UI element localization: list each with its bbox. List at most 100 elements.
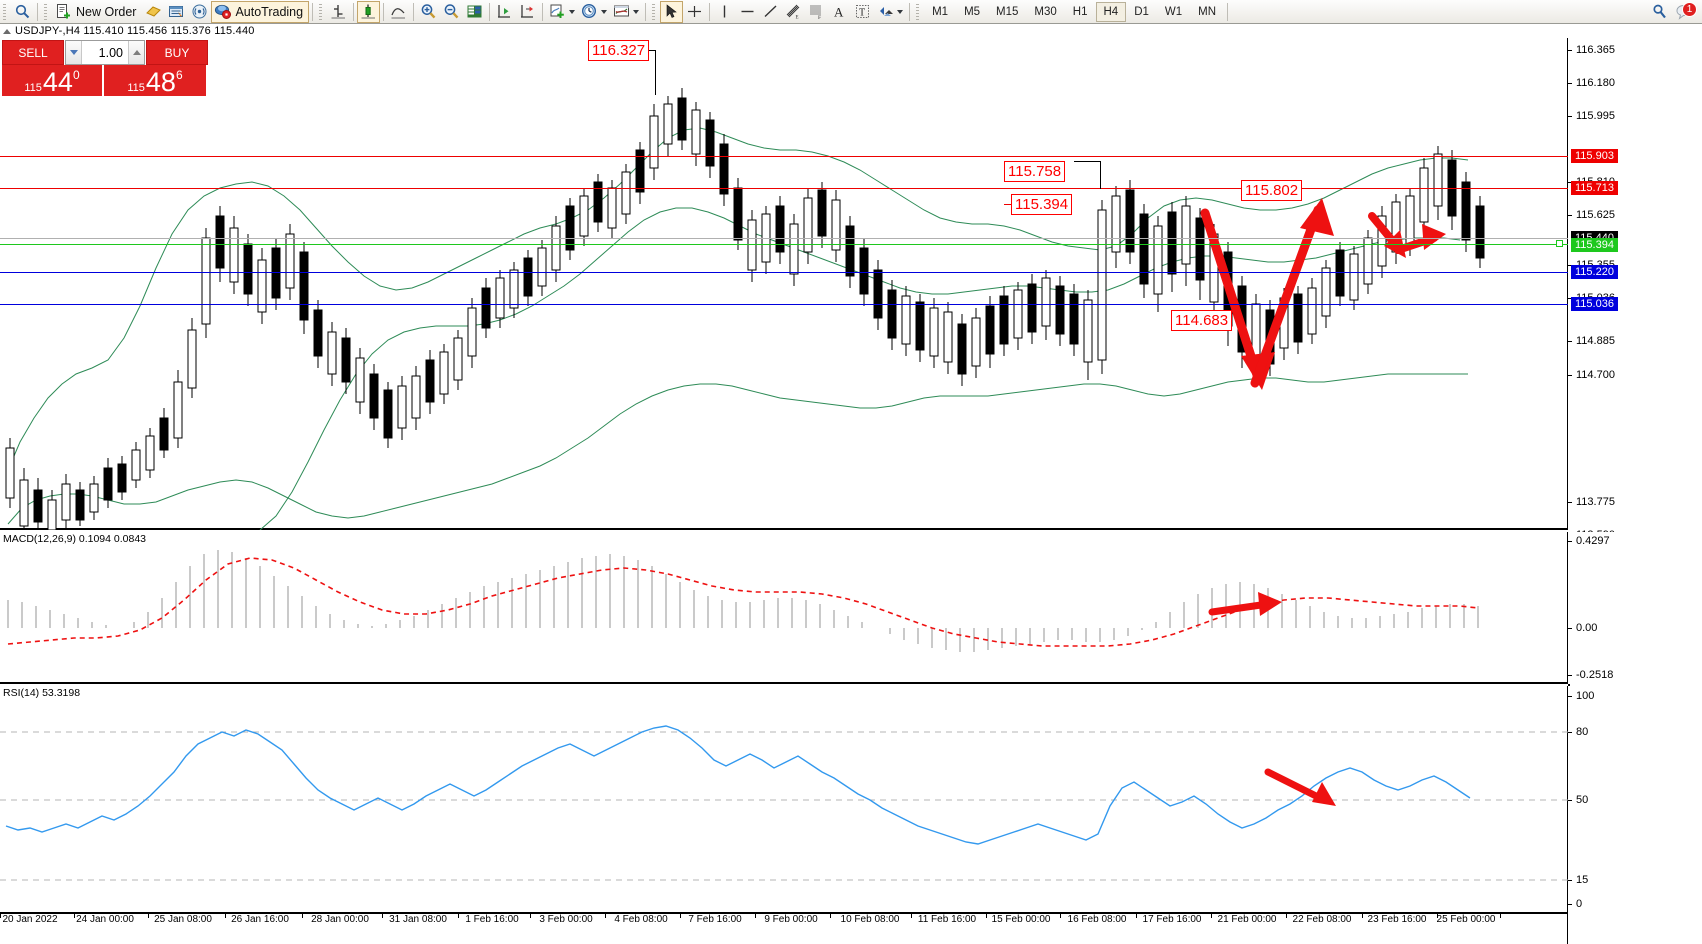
level-line-115036	[0, 304, 1568, 305]
rsi-line	[5, 725, 1471, 845]
toolbar-grip-3[interactable]	[318, 2, 326, 21]
timeframe-m5[interactable]: M5	[964, 5, 981, 18]
rsi-pane[interactable]: RSI(14) 53.3198	[0, 686, 1568, 914]
price-tick: 116.365	[1568, 44, 1615, 56]
main-toolbar: New Order AutoTrading	[0, 0, 1702, 24]
text-box-icon[interactable]: T	[851, 1, 874, 23]
timeframe-d1[interactable]: D1	[1134, 5, 1149, 18]
rsi-tick-80: 80	[1568, 726, 1588, 738]
timeframe-w1[interactable]: W1	[1164, 5, 1183, 18]
price-marker-handle[interactable]	[1556, 240, 1563, 247]
trendline-icon[interactable]	[759, 1, 782, 23]
macd-canvas[interactable]	[0, 532, 1568, 684]
period-clock-icon[interactable]	[578, 1, 610, 23]
date-tick: 28 Jan 00:00	[311, 914, 369, 925]
expert-advisors-icon[interactable]	[142, 1, 165, 23]
one-click-trading-panel[interactable]: SELL 1.00 BUY 115 44 0 115 48 6	[2, 40, 208, 96]
date-tick: 17 Feb 16:00	[1142, 914, 1202, 925]
one-click-top-row: SELL 1.00 BUY	[2, 40, 208, 65]
search-symbol-icon[interactable]	[11, 1, 34, 23]
toolbar-grip-5[interactable]	[915, 2, 923, 21]
data-grid-icon[interactable]	[463, 1, 486, 23]
text-label-icon[interactable]: A	[828, 1, 851, 23]
buy-price-fraction: 6	[175, 68, 183, 82]
arrows-dropdown-caret[interactable]	[897, 9, 904, 14]
toolbar-separator-4	[383, 2, 385, 21]
templates-dropdown-caret[interactable]	[633, 9, 640, 14]
bar-chart-icon[interactable]	[327, 1, 350, 23]
templates-icon[interactable]	[610, 1, 642, 23]
toolbar-grip-4[interactable]	[651, 2, 659, 21]
sell-button[interactable]: SELL	[2, 40, 64, 65]
data-window-icon[interactable]	[165, 1, 188, 23]
autotrading-button[interactable]: AutoTrading	[211, 0, 310, 23]
date-axis[interactable]: 20 Jan 2022 24 Jan 00:00 25 Jan 08:00 26…	[0, 914, 1568, 944]
rsi-tick-15: 15	[1568, 874, 1588, 886]
toolbar-grip-2[interactable]	[43, 2, 50, 21]
price-annotation-116327[interactable]: 116.327	[588, 40, 650, 61]
date-tick: 15 Feb 00:00	[991, 914, 1051, 925]
macd-pane[interactable]: MACD(12,26,9) 0.1094 0.0843	[0, 532, 1568, 684]
signals-icon[interactable]	[188, 1, 211, 23]
timeframe-h1[interactable]: H1	[1072, 5, 1088, 18]
auto-scroll-icon[interactable]	[493, 1, 516, 23]
crosshair-icon[interactable]	[683, 1, 706, 23]
toolbar-grip[interactable]	[2, 2, 9, 21]
svg-text:T: T	[859, 8, 865, 19]
add-indicator-icon[interactable]	[546, 1, 578, 23]
candlestick-chart-icon[interactable]	[357, 0, 381, 23]
volume-decrease-button[interactable]	[66, 41, 82, 64]
notifications-icon[interactable]: 1	[1672, 1, 1698, 23]
date-tick: 4 Feb 08:00	[614, 914, 668, 925]
chart-shift-icon[interactable]	[516, 1, 539, 23]
new-order-button[interactable]: New Order	[52, 1, 142, 23]
price-annotation-115394[interactable]: 115.394	[1011, 194, 1073, 215]
timeframe-m15[interactable]: M15	[996, 5, 1019, 18]
vertical-line-icon[interactable]	[713, 1, 736, 23]
line-chart-icon[interactable]	[387, 1, 410, 23]
price-annotation-114683[interactable]: 114.683	[1171, 310, 1233, 331]
autotrading-label: AutoTrading	[235, 4, 304, 19]
indicator-dropdown-caret[interactable]	[569, 9, 576, 14]
toolbar-separator-10	[909, 2, 911, 21]
cursor-icon[interactable]	[660, 0, 684, 23]
notification-badge: 1	[1682, 1, 1697, 17]
timeframe-h4[interactable]: H4	[1095, 1, 1127, 22]
buy-button[interactable]: BUY	[146, 40, 208, 65]
svg-text:F: F	[818, 15, 821, 20]
fibonacci-icon[interactable]: F	[805, 1, 828, 23]
timeframe-m30[interactable]: M30	[1034, 5, 1057, 18]
buy-price-big: 48	[145, 67, 176, 96]
zoom-in-icon[interactable]	[417, 1, 440, 23]
main-chart-pane[interactable]: 116.327 115.758 115.802 115.394 114.683	[0, 38, 1568, 530]
price-annotation-115802[interactable]: 115.802	[1241, 180, 1303, 201]
timeframe-m1[interactable]: M1	[932, 5, 949, 18]
horizontal-line-icon[interactable]	[736, 1, 759, 23]
volume-field[interactable]: 1.00	[65, 40, 145, 65]
date-tick: 22 Feb 08:00	[1292, 914, 1352, 925]
buy-price-display[interactable]: 115 48 6	[104, 65, 206, 96]
period-dropdown-caret[interactable]	[601, 9, 608, 14]
main-chart-canvas[interactable]	[0, 38, 1568, 530]
price-annotation-115758[interactable]: 115.758	[1004, 161, 1066, 182]
date-tick: 25 Jan 08:00	[154, 914, 212, 925]
volume-increase-button[interactable]	[128, 41, 144, 64]
equidistant-channel-icon[interactable]: E	[782, 1, 805, 23]
date-tick: 1 Feb 16:00	[465, 914, 519, 925]
zoom-out-icon[interactable]	[440, 1, 463, 23]
date-tick: 24 Jan 00:00	[76, 914, 134, 925]
price-label-115220: 115.220	[1571, 265, 1618, 279]
sell-price-display[interactable]: 115 44 0	[2, 65, 104, 96]
rsi-canvas[interactable]	[0, 686, 1568, 914]
price-scale-rsi: 100 80 50 15 0	[1568, 686, 1702, 914]
arrows-icon[interactable]	[874, 1, 906, 23]
symbol-info-text: USDJPY-,H4 115.410 115.456 115.376 115.4…	[15, 25, 255, 37]
search-icon[interactable]	[1648, 1, 1672, 23]
volume-value[interactable]: 1.00	[98, 45, 123, 60]
date-mark	[302, 914, 303, 918]
price-tick: 115.995	[1568, 110, 1615, 122]
timeframe-mn[interactable]: MN	[1198, 5, 1217, 18]
resistance-line-115713	[0, 188, 1568, 189]
date-mark	[1437, 914, 1438, 918]
